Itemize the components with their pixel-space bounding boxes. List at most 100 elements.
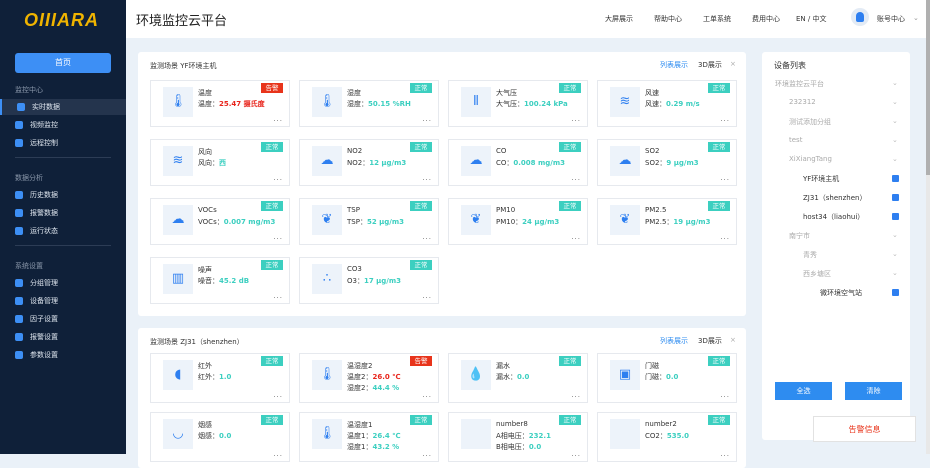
more-icon[interactable]: ··· <box>571 393 581 401</box>
more-icon[interactable]: ··· <box>273 117 283 125</box>
sensor-card[interactable]: ☁ CO CO：0.008 mg/m3 正常 ··· <box>448 139 588 186</box>
sidebar-item[interactable]: 运行状态 <box>0 223 126 239</box>
sensor-card[interactable]: ≋ 风向 风向：西 正常 ··· <box>150 139 290 186</box>
nav-ticket-system[interactable]: 工单系统 <box>703 15 731 23</box>
tree-node[interactable]: 青秀 <box>803 251 817 259</box>
tree-node[interactable]: 环境监控云平台 <box>775 80 824 88</box>
chevron-down-icon[interactable]: ⌄ <box>913 14 919 22</box>
close-icon[interactable]: × <box>730 336 736 344</box>
checkbox-checked[interactable] <box>892 213 899 220</box>
sensor-card[interactable]: ❦ TSP TSP：52 μg/m3 正常 ··· <box>299 198 439 245</box>
more-icon[interactable]: ··· <box>422 117 432 125</box>
more-icon[interactable]: ··· <box>571 117 581 125</box>
more-icon[interactable]: ··· <box>720 235 730 243</box>
sensor-card[interactable]: ∴ CO3 O3：17 μg/m3 正常 ··· <box>299 257 439 304</box>
chevron-down-icon[interactable]: ⌄ <box>892 136 898 144</box>
more-icon[interactable]: ··· <box>720 452 730 460</box>
sidebar-item[interactable]: 视频监控 <box>0 117 126 133</box>
avatar[interactable] <box>851 8 869 26</box>
sidebar-item[interactable]: 因子设置 <box>0 311 126 327</box>
more-icon[interactable]: ··· <box>273 452 283 460</box>
sensor-card[interactable]: ⫴ 大气压 大气压：100.24 kPa 正常 ··· <box>448 80 588 127</box>
nav-big-screen[interactable]: 大屏展示 <box>605 15 633 23</box>
tree-node[interactable]: YF环境主机 <box>803 175 840 183</box>
sensor-card[interactable]: 🌡 温度 温度：25.47 摄氏度 告警 ··· <box>150 80 290 127</box>
more-icon[interactable]: ··· <box>273 294 283 302</box>
chevron-down-icon[interactable]: ⌄ <box>892 98 898 106</box>
tree-node[interactable]: test <box>789 136 803 144</box>
more-icon[interactable]: ··· <box>571 452 581 460</box>
more-icon[interactable]: ··· <box>422 176 432 184</box>
more-icon[interactable]: ··· <box>422 235 432 243</box>
sidebar-item[interactable]: 报警设置 <box>0 329 126 345</box>
sensor-card[interactable]: ◖ 红外 红外：1.0 正常 ··· <box>150 353 290 403</box>
sensor-card[interactable]: ☁ VOCs VOCs：0.007 mg/m3 正常 ··· <box>150 198 290 245</box>
sensor-card[interactable]: 🌡 温湿度2 温度2：26.0 ℃ 湿度2：44.4 % 告警 ··· <box>299 353 439 403</box>
sensor-card[interactable]: ≋ 风速 风速：0.29 m/s 正常 ··· <box>597 80 737 127</box>
account-center[interactable]: 账号中心 <box>877 15 905 23</box>
checkbox-checked[interactable] <box>892 289 899 296</box>
sensor-card[interactable]: ❦ PM10 PM10：24 μg/m3 正常 ··· <box>448 198 588 245</box>
chevron-down-icon[interactable]: ⌄ <box>892 79 898 87</box>
menu-section-title[interactable]: 数据分析 <box>15 174 43 182</box>
nav-billing-center[interactable]: 费用中心 <box>752 15 780 23</box>
sensor-card[interactable]: 🌡 湿度 湿度：50.15 %RH 正常 ··· <box>299 80 439 127</box>
tree-node[interactable]: 测试添加分组 <box>789 118 831 126</box>
sidebar-item[interactable]: 设备管理 <box>0 293 126 309</box>
nav-help-center[interactable]: 帮助中心 <box>654 15 682 23</box>
sensor-card[interactable]: ☁ SO2 SO2：9 μg/m3 正常 ··· <box>597 139 737 186</box>
sidebar-item[interactable]: 历史数据 <box>0 187 126 203</box>
sensor-card[interactable]: ▣ 门磁 门磁：0.0 正常 ··· <box>597 353 737 403</box>
chevron-down-icon[interactable]: ⌄ <box>892 250 898 258</box>
sidebar-item[interactable]: 分组管理 <box>0 275 126 291</box>
more-icon[interactable]: ··· <box>571 176 581 184</box>
close-icon[interactable]: × <box>730 60 736 68</box>
chevron-down-icon[interactable]: ⌄ <box>892 269 898 277</box>
checkbox-checked[interactable] <box>892 175 899 182</box>
sidebar-item[interactable]: 报警数据 <box>0 205 126 221</box>
more-icon[interactable]: ··· <box>720 117 730 125</box>
tree-node[interactable]: 232312 <box>789 98 816 106</box>
tree-node[interactable]: 西乡塘区 <box>803 270 831 278</box>
sensor-card[interactable]: 💧 漏水 漏水：0.0 正常 ··· <box>448 353 588 403</box>
chevron-down-icon[interactable]: ⌄ <box>892 117 898 125</box>
sensor-card[interactable]: ❦ PM2.5 PM2.5：19 μg/m3 正常 ··· <box>597 198 737 245</box>
home-button[interactable]: 首页 <box>15 53 111 73</box>
sidebar-item[interactable]: 参数设置 <box>0 347 126 363</box>
tree-node[interactable]: XiXiangTang <box>789 155 832 163</box>
alarm-info-button[interactable]: 告警信息 <box>813 416 916 442</box>
menu-section-title[interactable]: 监控中心 <box>15 86 43 94</box>
list-view-link[interactable]: 列表展示 <box>660 61 688 69</box>
language-switch[interactable]: EN / 中文 <box>796 15 827 23</box>
sensor-card[interactable]: number8 A相电压：232.1 B相电压：0.0 正常 ··· <box>448 412 588 462</box>
tree-node[interactable]: 微环境空气站 <box>820 289 862 297</box>
sidebar-item[interactable]: 远程控制 <box>0 135 126 151</box>
sensor-card[interactable]: ◡ 烟感 烟感：0.0 正常 ··· <box>150 412 290 462</box>
clear-button[interactable]: 清除 <box>845 382 902 400</box>
chevron-down-icon[interactable]: ⌄ <box>892 231 898 239</box>
menu-section-title[interactable]: 系统设置 <box>15 262 43 270</box>
chevron-down-icon[interactable]: ⌄ <box>892 155 898 163</box>
tree-node[interactable]: host34（liaohui） <box>803 213 865 221</box>
checkbox-checked[interactable] <box>892 194 899 201</box>
more-icon[interactable]: ··· <box>720 393 730 401</box>
more-icon[interactable]: ··· <box>273 393 283 401</box>
sensor-card[interactable]: number2 CO2：535.0 正常 ··· <box>597 412 737 462</box>
more-icon[interactable]: ··· <box>571 235 581 243</box>
sensor-card[interactable]: 🌡 温湿度1 温度1：26.4 ℃ 湿度1：43.2 % 正常 ··· <box>299 412 439 462</box>
3d-view-link[interactable]: 3D展示 <box>698 337 722 345</box>
sensor-card[interactable]: ▥ 噪声 噪音：45.2 dB 正常 ··· <box>150 257 290 304</box>
more-icon[interactable]: ··· <box>273 235 283 243</box>
more-icon[interactable]: ··· <box>422 294 432 302</box>
more-icon[interactable]: ··· <box>273 176 283 184</box>
tree-node[interactable]: ZJ31（shenzhen） <box>803 194 867 202</box>
3d-view-link[interactable]: 3D展示 <box>698 61 722 69</box>
tree-node[interactable]: 南宁市 <box>789 232 810 240</box>
sidebar-item[interactable]: 实时数据 <box>0 99 126 115</box>
scrollbar[interactable] <box>926 0 930 454</box>
select-all-button[interactable]: 全选 <box>775 382 832 400</box>
more-icon[interactable]: ··· <box>720 176 730 184</box>
more-icon[interactable]: ··· <box>422 393 432 401</box>
list-view-link[interactable]: 列表展示 <box>660 337 688 345</box>
more-icon[interactable]: ··· <box>422 452 432 460</box>
